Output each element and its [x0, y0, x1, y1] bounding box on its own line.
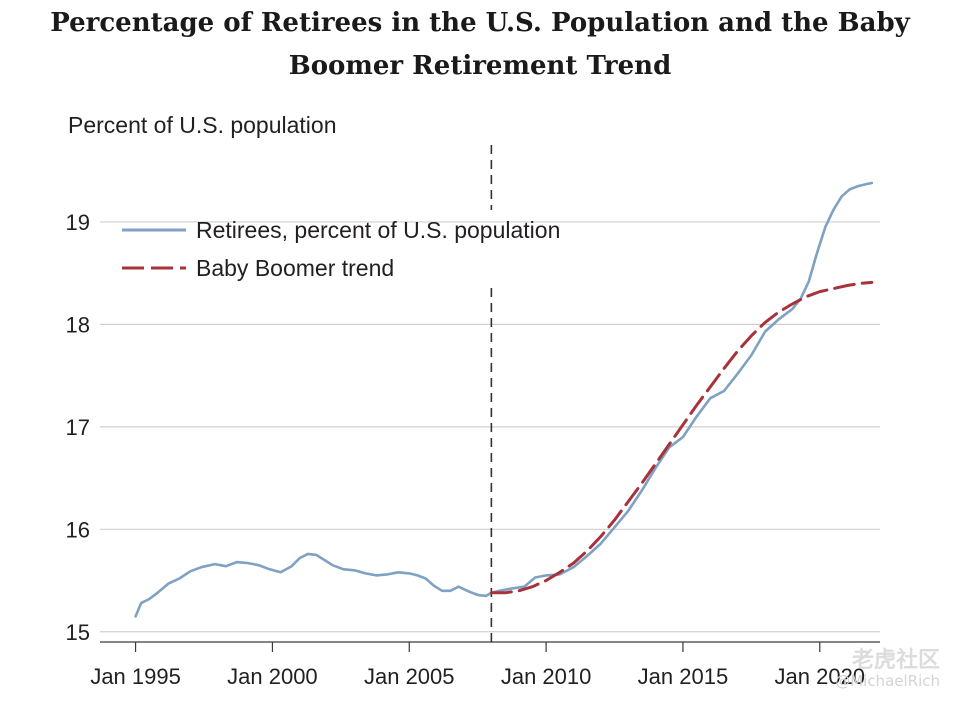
x-tick-label: Jan 2000 [227, 664, 318, 689]
chart-title: Percentage of Retirees in the U.S. Popul… [0, 2, 960, 88]
watermark: 老虎社区 @MichaelRich [835, 648, 940, 691]
x-tick-label: Jan 2020 [775, 664, 866, 689]
y-tick-labels: 15 16 17 18 19 [66, 210, 90, 645]
series-line-retirees [134, 181, 874, 618]
x-tick-labels: Jan 1995 Jan 2000 Jan 2005 Jan 2010 Jan 2015… [90, 642, 865, 689]
x-tick-label: Jan 2005 [364, 664, 455, 689]
x-tick-label: Jan 1995 [90, 664, 181, 689]
y-tick-label: 15 [66, 620, 90, 645]
legend-label-retirees: Retirees, percent of U.S. population [196, 217, 560, 243]
legend-label-boomer: Baby Boomer trend [196, 255, 394, 281]
watermark-brand: 老虎社区 [851, 648, 940, 673]
series-lines [134, 181, 874, 618]
y-tick-label: 16 [66, 517, 90, 542]
chart-title-line-2: Boomer Retirement Trend [288, 51, 672, 81]
watermark-handle: @MichaelRich [835, 672, 940, 690]
x-tick-label: Jan 2015 [638, 664, 729, 689]
y-tick-label: 19 [66, 210, 90, 235]
series-line-boomer-trend [489, 280, 874, 595]
y-tick-label: 17 [66, 415, 90, 440]
gridlines [100, 221, 880, 643]
x-tick-label: Jan 2010 [501, 664, 592, 689]
legend: Retirees, percent of U.S. population Bab… [122, 217, 560, 281]
chart-title-line-1: Percentage of Retirees in the U.S. Popul… [50, 8, 910, 38]
y-tick-label: 18 [66, 312, 90, 337]
y-axis-label: Percent of U.S. population [68, 112, 337, 138]
